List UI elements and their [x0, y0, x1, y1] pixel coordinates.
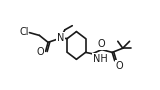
- Text: O: O: [36, 47, 44, 57]
- Text: N: N: [57, 33, 64, 43]
- Text: O: O: [98, 39, 105, 49]
- Text: O: O: [115, 61, 123, 71]
- Text: Cl: Cl: [19, 27, 29, 37]
- Text: NH: NH: [93, 54, 108, 64]
